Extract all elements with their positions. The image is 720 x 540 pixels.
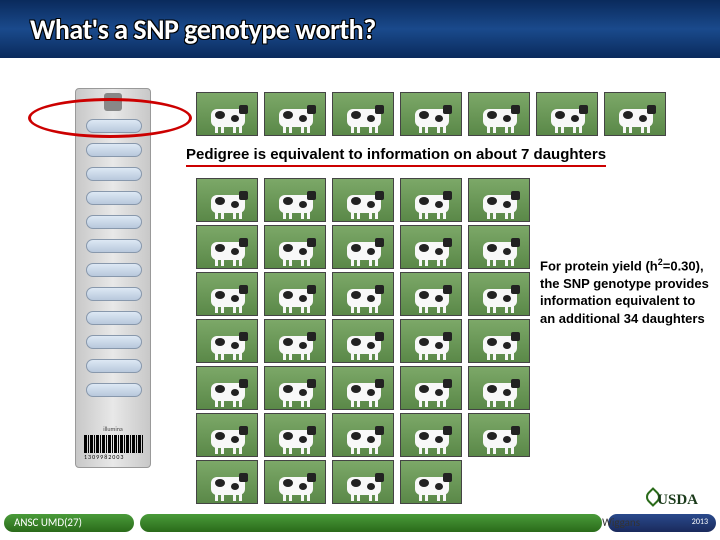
cow-row-7-daughters [196,92,666,136]
footer-year: 2013 [692,517,708,527]
cow-grid-row [196,319,530,363]
cow-icon [536,92,598,136]
cow-icon [468,413,530,457]
cow-icon [196,225,258,269]
chip-slot [86,383,142,397]
cow-icon [468,225,530,269]
cow-icon [196,366,258,410]
info-text-box: For protein yield (h2=0.30), the SNP gen… [540,256,710,328]
cow-icon [468,92,530,136]
chip-slot [86,167,142,181]
cow-icon [332,366,394,410]
illumina-chip: illumina 1309982003 [75,88,151,468]
chip-slot [86,239,142,253]
cow-icon [332,178,394,222]
cow-icon [604,92,666,136]
cow-icon [400,92,462,136]
barcode-number: 1309982003 [84,453,124,461]
cow-icon [196,460,258,504]
cow-icon [468,272,530,316]
cow-icon [264,366,326,410]
cow-icon [264,319,326,363]
chip-slot [86,191,142,205]
cow-icon [400,178,462,222]
footer-right-text: Wiggans [602,516,640,529]
cow-icon [332,413,394,457]
cow-icon [468,366,530,410]
cow-icon [400,319,462,363]
cow-grid-row [196,272,530,316]
cow-icon [196,178,258,222]
cow-icon [332,319,394,363]
chip-brand-label: illumina [103,425,122,433]
cow-grid-row [196,413,530,457]
cow-icon [400,460,462,504]
cow-icon [332,225,394,269]
cow-grid-row [196,178,530,222]
cow-icon [468,178,530,222]
chip-slot [86,215,142,229]
cow-icon [332,272,394,316]
cow-icon [196,319,258,363]
cow-icon [264,272,326,316]
pedigree-subtitle: Pedigree is equivalent to information on… [186,146,606,167]
slide-content: illumina 1309982003 Pedigree is equivale… [0,58,720,506]
chip-slot [86,311,142,325]
chip-slot [86,359,142,373]
cow-grid-row [196,366,530,410]
cow-icon [400,272,462,316]
slide-footer: ANSC UMD(27) Wiggans USDA 2013 [0,506,720,540]
cow-icon [264,460,326,504]
chip-slot [86,143,142,157]
chip-slot [86,335,142,349]
footer-pill-middle [140,514,602,532]
cow-icon [332,92,394,136]
chip-slot [86,263,142,277]
cow-icon [264,413,326,457]
cow-icon [196,272,258,316]
cow-icon [264,92,326,136]
cow-icon [468,319,530,363]
chip-slot [86,287,142,301]
cow-icon [264,225,326,269]
cow-icon [264,178,326,222]
slide-title: What's a SNP genotype worth? [0,12,376,47]
cow-grid-34-daughters [196,178,530,507]
chip-barcode: 1309982003 [84,435,144,461]
cow-icon [332,460,394,504]
cow-icon [400,366,462,410]
footer-left-text: ANSC UMD(27) [14,516,82,529]
cow-icon [400,413,462,457]
cow-grid-row [196,460,530,504]
cow-icon [196,413,258,457]
cow-icon [196,92,258,136]
usda-logo-text: USDA [657,492,698,509]
highlight-ellipse [28,98,192,138]
cow-icon [400,225,462,269]
cow-grid-row [196,225,530,269]
title-bar: What's a SNP genotype worth? [0,0,720,58]
